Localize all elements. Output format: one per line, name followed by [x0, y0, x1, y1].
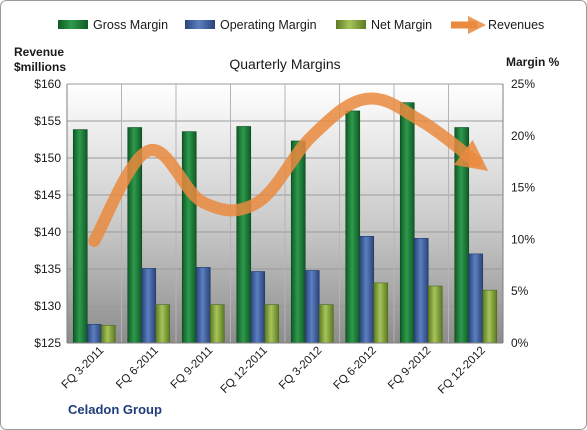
bar-gross-margin: [399, 102, 415, 344]
bars: [72, 102, 498, 344]
bar-net-margin: [482, 289, 498, 344]
legend-swatch-gross: [58, 20, 88, 29]
bar-net-margin: [155, 304, 171, 344]
bar-net-margin: [373, 282, 389, 344]
legend-item-revenues: Revenues: [451, 15, 544, 35]
bar-net-margin: [264, 304, 280, 344]
chart-title: Quarterly Margins: [229, 56, 340, 72]
company-label: Celadon Group: [68, 402, 162, 417]
left-axis-label-line1: Revenue: [14, 45, 64, 59]
left-tick-label: $130: [34, 299, 61, 313]
bar-gross-margin: [345, 110, 361, 344]
bar-net-margin: [100, 325, 116, 344]
bar-operating-margin: [468, 253, 484, 344]
revenue-curve: [88, 92, 489, 247]
revenue-line: [88, 92, 489, 247]
legend-item-gross-margin: Gross Margin: [58, 18, 168, 32]
bar-gross-margin: [290, 140, 306, 344]
left-tick-label: $150: [34, 151, 61, 165]
right-tick-label: 25%: [511, 77, 535, 91]
right-tick-label: 10%: [511, 232, 535, 246]
legend-item-net-margin: Net Margin: [336, 18, 432, 32]
legend-item-operating-margin: Operating Margin: [185, 18, 317, 32]
bar-gross-margin: [236, 126, 252, 344]
left-tick-label: $155: [34, 114, 61, 128]
right-tick-label: 20%: [511, 129, 535, 143]
legend: Gross Margin Operating Margin Net Margin…: [58, 15, 544, 35]
bar-net-margin: [318, 304, 334, 344]
bar-gross-margin: [72, 129, 88, 344]
bar-operating-margin: [86, 324, 102, 344]
left-tick-label: $125: [34, 336, 61, 350]
legend-label-gross: Gross Margin: [93, 18, 168, 32]
legend-label-operating: Operating Margin: [220, 18, 317, 32]
bar-net-margin: [427, 285, 443, 344]
legend-swatch-operating: [185, 20, 215, 29]
legend-label-net: Net Margin: [371, 18, 432, 32]
legend-label-revenues: Revenues: [488, 18, 544, 32]
bar-operating-margin: [304, 270, 320, 344]
bar-gross-margin: [181, 131, 197, 344]
bar-operating-margin: [413, 238, 429, 344]
left-tick-label: $160: [34, 77, 61, 91]
bar-net-margin: [209, 304, 225, 344]
bar-operating-margin: [195, 267, 211, 344]
left-tick-label: $145: [34, 188, 61, 202]
legend-swatch-net: [336, 20, 366, 29]
left-axis-label-line2: $millions: [14, 60, 66, 74]
left-tick-label: $135: [34, 262, 61, 276]
right-tick-label: 0%: [511, 336, 529, 350]
right-tick-label: 5%: [511, 284, 529, 298]
bar-operating-margin: [141, 268, 157, 344]
left-tick-label: $140: [34, 225, 61, 239]
right-tick-label: 15%: [511, 181, 535, 195]
bar-operating-margin: [250, 271, 266, 344]
right-axis-label: Margin %: [506, 55, 560, 69]
bar-operating-margin: [359, 235, 375, 344]
